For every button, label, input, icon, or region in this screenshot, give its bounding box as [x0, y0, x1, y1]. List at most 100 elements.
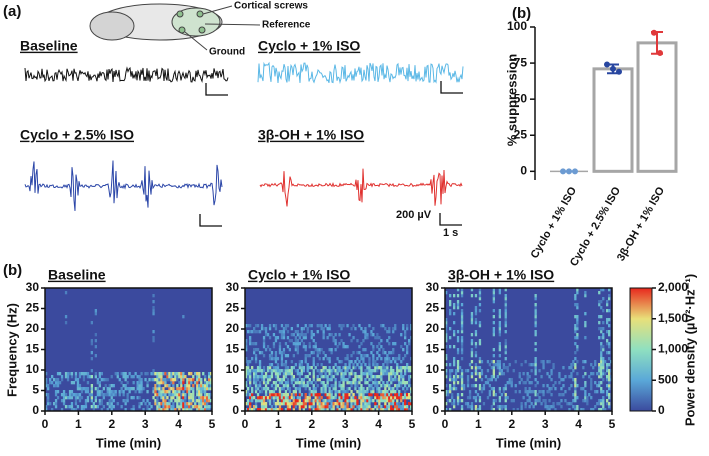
- spectrogram-texture: [534, 390, 537, 394]
- spectrogram-texture: [102, 387, 105, 391]
- spectrogram-texture: [360, 366, 363, 370]
- spectrogram-texture: [328, 387, 331, 391]
- spectrogram-texture: [245, 381, 248, 385]
- spectrogram-texture: [180, 375, 183, 379]
- spectrogram-texture: [574, 327, 577, 331]
- spectrogram-texture: [510, 378, 513, 382]
- spectrogram-texture: [274, 396, 278, 400]
- spectrogram-texture: [340, 405, 343, 409]
- spectrogram-texture: [376, 381, 379, 385]
- spectrogram-texture: [604, 408, 607, 412]
- spectrogram-texture: [362, 393, 365, 397]
- spectrogram-texture: [330, 393, 333, 397]
- spectrogram-texture: [186, 387, 189, 391]
- spectrogram-texture: [304, 375, 307, 379]
- spectrogram-texture: [60, 408, 64, 412]
- spectrogram-texture: [378, 387, 381, 391]
- spectrogram-texture: [320, 405, 323, 409]
- spectrogram-texture: [280, 363, 284, 367]
- spectrogram-texture: [110, 384, 113, 388]
- spectrogram-texture: [314, 342, 317, 346]
- spectrogram-texture: [449, 372, 452, 376]
- spectrogram-texture: [118, 390, 121, 394]
- spectrogram-texture: [322, 366, 325, 370]
- spectrogram-texture: [268, 393, 272, 397]
- spectrogram-texture: [278, 348, 282, 352]
- spectrogram-texture: [594, 363, 597, 367]
- spectrogram-texture: [300, 333, 303, 337]
- spectrogram-texture: [502, 366, 505, 370]
- spectrogram-texture: [538, 396, 541, 400]
- spectrogram-texture: [362, 360, 365, 364]
- spectrogram-texture: [330, 402, 333, 406]
- spectrogram-texture: [312, 378, 315, 382]
- spectrogram-texture: [90, 387, 93, 391]
- spectrogram-texture: [528, 375, 531, 379]
- spectrogram-texture: [534, 402, 537, 406]
- spectrogram-texture: [576, 288, 579, 292]
- spectrogram-texture: [47, 393, 50, 397]
- spectrogram-texture: [496, 405, 499, 409]
- spectrogram-texture: [322, 330, 325, 334]
- spectrogram-texture: [372, 345, 375, 349]
- spectrogram-texture: [502, 387, 505, 391]
- spectrogram-texture: [606, 300, 609, 304]
- spectrogram-texture: [445, 375, 448, 379]
- spectrogram-texture: [392, 327, 395, 331]
- spectrogram-texture: [538, 399, 541, 403]
- spectrogram-texture: [394, 393, 397, 397]
- spectrogram-texture: [256, 384, 260, 388]
- spectrogram-texture: [310, 402, 313, 406]
- spectrogram-texture: [322, 387, 325, 391]
- spectrogram-texture: [392, 372, 395, 376]
- spectrogram-texture: [76, 405, 80, 409]
- spectrogram-texture: [453, 399, 456, 403]
- spectrogram-texture: [253, 405, 256, 409]
- spectrogram-texture: [292, 342, 295, 346]
- spectrogram-texture: [366, 408, 369, 412]
- spectrogram-texture: [608, 324, 611, 328]
- spectrogram-texture: [342, 324, 345, 328]
- spectrogram-texture: [270, 393, 274, 397]
- spectrogram-texture: [196, 387, 199, 391]
- spectrogram-texture: [330, 405, 333, 409]
- spectrogram-texture: [358, 378, 361, 382]
- spectrogram-texture: [486, 381, 490, 385]
- spectrogram-texture: [328, 378, 331, 382]
- spectrogram-texture: [124, 387, 127, 391]
- spectrogram-texture: [320, 369, 323, 373]
- spectrogram-texture: [453, 294, 456, 298]
- spectrogram-texture: [249, 369, 252, 373]
- spectrogram-texture: [598, 291, 601, 295]
- spectrogram-texture: [118, 393, 121, 397]
- spectrogram-texture: [510, 384, 513, 388]
- spectrogram-texture: [372, 360, 375, 364]
- spectrogram-texture: [362, 408, 365, 412]
- spectrogram-texture: [156, 378, 159, 382]
- spectrogram-texture: [156, 387, 159, 391]
- spectrogram-texture: [247, 363, 250, 367]
- spectrogram-texture: [247, 402, 250, 406]
- spectrogram-texture: [202, 396, 205, 400]
- spectrogram-texture: [122, 375, 125, 379]
- spectrogram-texture: [550, 369, 553, 373]
- spectrogram-texture: [445, 291, 448, 295]
- spectrogram-texture: [474, 294, 478, 298]
- spectrogram-texture: [76, 393, 80, 397]
- spectrogram-texture: [451, 378, 454, 382]
- spectrogram-texture: [192, 375, 195, 379]
- spectrogram-texture: [194, 396, 197, 400]
- spectrogram-texture: [154, 378, 157, 382]
- spectrogram-texture: [254, 369, 258, 373]
- spectrogram-texture: [314, 381, 317, 385]
- spectrogram-texture: [350, 369, 353, 373]
- spectrogram-texture: [270, 354, 274, 358]
- spectrogram-texture: [278, 369, 282, 373]
- spectrogram-texture: [254, 405, 258, 409]
- spectrogram-texture: [68, 393, 72, 397]
- spectrogram-texture: [138, 375, 141, 379]
- spectrogram-texture: [256, 330, 260, 334]
- spectrogram-texture: [256, 393, 260, 397]
- spectrogram-texture: [334, 390, 337, 394]
- spectrogram-texture: [480, 369, 484, 373]
